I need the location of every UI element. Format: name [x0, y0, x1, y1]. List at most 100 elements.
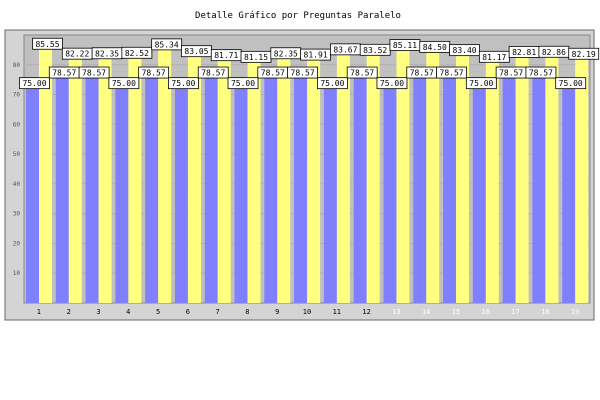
data-label-box: [555, 77, 587, 90]
bar-series-1: [575, 58, 589, 304]
data-label-box: [287, 66, 319, 79]
data-label: 75.00: [227, 77, 259, 90]
x-tick-label: 18: [541, 308, 549, 316]
data-label: 82.81: [508, 46, 540, 58]
data-label-text: 82.19: [572, 50, 596, 59]
data-label: 84.50: [419, 40, 451, 53]
data-label-text: 82.81: [512, 48, 536, 57]
x-tick-label: 13: [392, 308, 400, 316]
data-label: 75.00: [465, 77, 497, 90]
data-label: 78.57: [525, 66, 557, 79]
data-label: 81.15: [240, 50, 272, 63]
data-label: 75.00: [376, 77, 408, 90]
data-label-text: 78.57: [440, 69, 464, 78]
data-label-text: 75.00: [22, 79, 46, 88]
data-label: 78.57: [346, 66, 378, 79]
data-label: 83.67: [329, 43, 361, 56]
data-label: 82.19: [568, 47, 600, 60]
bar-series-1: [39, 48, 52, 303]
data-label-text: 75.00: [380, 79, 404, 88]
data-label: 78.57: [257, 66, 289, 79]
x-tick-label: 17: [511, 308, 519, 316]
x-axis-ticks: 1 2 3 4 5 6 7 8 9 10 11 12 13 14 15 16 17 18 19: [37, 308, 580, 316]
x-tick-label: 1: [37, 308, 41, 316]
bar-series-0: [562, 79, 576, 304]
data-label-box: [436, 66, 467, 79]
data-label: 83.40: [449, 44, 480, 57]
data-label-text: 75.00: [112, 79, 136, 88]
data-label-text: 83.40: [453, 46, 477, 55]
bar-series-0: [353, 69, 367, 303]
data-label: 85.55: [32, 37, 63, 50]
x-tick-label: 12: [362, 308, 370, 316]
bar-series-0: [413, 69, 427, 303]
data-label-text: 81.71: [214, 51, 238, 60]
data-label: 82.35: [91, 47, 123, 60]
data-label: 75.00: [108, 77, 140, 90]
x-tick-label: 2: [67, 308, 71, 316]
data-label: 75.00: [19, 77, 50, 90]
data-label-text: 82.35: [95, 49, 119, 58]
data-label-text: 78.57: [82, 69, 106, 78]
bar-series-1: [277, 57, 291, 303]
data-label-text: 85.55: [35, 40, 59, 49]
data-label: 85.34: [151, 38, 183, 51]
data-label: 82.35: [270, 47, 302, 60]
x-tick-label: 15: [452, 308, 460, 316]
data-label-text: 85.34: [155, 40, 179, 49]
bar-series-0: [26, 79, 39, 304]
bar-series-0: [85, 69, 99, 303]
y-tick-label: 60: [13, 121, 21, 128]
data-label-text: 75.00: [320, 79, 344, 88]
bar-series-0: [532, 69, 546, 303]
data-label-text: 83.05: [184, 47, 208, 56]
data-label-text: 78.57: [499, 69, 523, 78]
bar-series-1: [515, 56, 529, 304]
value-labels: 75.00 85.55 78.57 82.22 78.57 82.35 75.00 82.52…: [19, 37, 600, 90]
data-label-box: [138, 66, 170, 79]
bar-series-1: [456, 54, 470, 303]
data-label-box: [449, 44, 480, 57]
data-label-box: [465, 77, 497, 90]
data-label-text: 78.57: [142, 69, 166, 78]
bar-series-0: [443, 69, 457, 303]
data-label-box: [19, 77, 50, 90]
y-tick-label: 50: [13, 151, 21, 158]
data-label: 83.05: [181, 45, 212, 58]
data-label-text: 75.00: [231, 79, 255, 88]
data-label-box: [568, 47, 600, 60]
data-label-text: 85.11: [393, 41, 417, 50]
data-label-text: 82.35: [274, 49, 298, 58]
data-label: 75.00: [555, 77, 587, 90]
data-label: 81.91: [300, 48, 332, 61]
data-label-text: 75.00: [171, 79, 195, 88]
bar-series-0: [294, 69, 308, 303]
data-label-text: 78.57: [261, 69, 285, 78]
data-label: 78.57: [495, 66, 527, 79]
data-label: 78.57: [138, 66, 170, 79]
x-tick-label: 6: [186, 308, 190, 316]
x-tick-label: 5: [156, 308, 160, 316]
data-label-box: [151, 38, 183, 51]
bar-series-0: [383, 79, 397, 304]
bar-series-1: [336, 53, 350, 303]
data-label: 78.57: [287, 66, 319, 79]
data-label-box: [346, 66, 378, 79]
y-tick-label: 80: [13, 62, 21, 69]
bar-series-0: [55, 69, 69, 303]
data-label-text: 83.67: [333, 45, 357, 54]
x-tick-label: 11: [333, 308, 341, 316]
bar-series-1: [68, 58, 82, 303]
data-label-box: [78, 66, 110, 79]
bar-series-1: [396, 49, 410, 303]
bar-series-0: [472, 79, 486, 304]
bar-series-1: [158, 48, 172, 303]
data-label: 82.52: [121, 46, 153, 59]
bar-series-0: [204, 69, 218, 303]
y-tick-label: 40: [13, 181, 21, 188]
data-label-text: 75.00: [559, 79, 583, 88]
bar-series-1: [247, 61, 261, 303]
data-label-box: [32, 37, 63, 50]
bar-series-1: [128, 57, 142, 304]
bar-series-1: [187, 55, 201, 303]
